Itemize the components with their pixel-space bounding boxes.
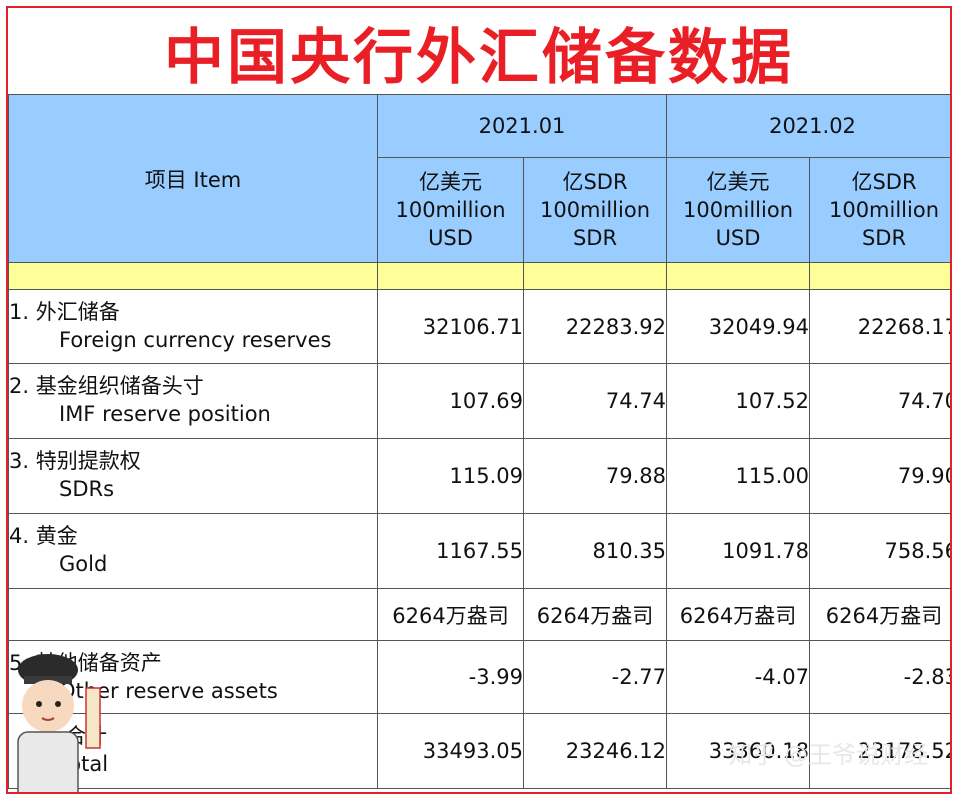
mascot-cartoon-icon (17, 654, 101, 792)
table-row: 4. 黄金 Gold 1167.55 810.35 1091.78 758.56 (8, 513, 950, 589)
unit-cn: 亿美元 (419, 170, 482, 194)
unit-cn: 亿美元 (706, 170, 770, 194)
value-cell: 33360.18 (666, 713, 810, 789)
row-label-zh: 1. 外汇储备 (9, 300, 120, 324)
value-cell: 22268.17 (809, 289, 950, 364)
value-cell: -2.83 (809, 640, 950, 714)
value-cell: 23246.12 (523, 713, 667, 789)
value-cell: -4.07 (666, 640, 810, 714)
spacer-row (8, 262, 950, 290)
unit-code: SDR (861, 226, 907, 250)
value-cell: 810.35 (523, 513, 667, 589)
row-label-zh: 2. 基金组织储备头寸 (9, 374, 204, 398)
unit-code: SDR (572, 226, 618, 250)
unit-scale: 100million (682, 198, 794, 222)
value-cell: 74.70 (809, 363, 950, 439)
spacer-cell (8, 262, 378, 290)
value-cell: 32106.71 (377, 289, 524, 364)
row-label-zh: 3. 特别提款权 (9, 449, 141, 473)
row-label-zh: 4. 黄金 (9, 524, 78, 548)
value-cell: 74.74 (523, 363, 667, 439)
gold-ounces-cell: 6264万盎司 (809, 588, 950, 641)
unit-scale: 100million (539, 198, 651, 222)
value-cell: 115.00 (666, 438, 810, 514)
row-label: 3. 特别提款权 SDRs (8, 438, 378, 514)
value-cell: 79.90 (809, 438, 950, 514)
row-label: 2. 基金组织储备头寸 IMF reserve position (8, 363, 378, 439)
row-label-en: IMF reserve position (59, 402, 271, 426)
unit-scale: 100million (828, 198, 940, 222)
unit-code: USD (715, 226, 761, 250)
value-cell: -3.99 (377, 640, 524, 714)
value-cell: 33493.05 (377, 713, 524, 789)
header-row-units: 亿美元 100million USD 亿SDR 100million SDR 亿美元 10… (9, 157, 950, 263)
row-label-en: Gold (59, 552, 108, 576)
page-title: 中国央行外汇储备数据 (164, 22, 794, 93)
row-label-en: SDRs (59, 477, 115, 501)
unit-cn: 亿SDR (851, 170, 917, 194)
value-cell: 107.69 (377, 363, 524, 439)
gold-ounces-cell: 6264万盎司 (523, 588, 667, 641)
report-frame: 中国央行外汇储备数据 项目 Item 2021.01 2021.02 亿美元 10… (6, 6, 952, 794)
value-cell: 32049.94 (666, 289, 810, 364)
unit-header: 亿美元 100million USD (666, 157, 810, 263)
gold-ounces-cell: 6264万盎司 (377, 588, 524, 641)
unit-header: 亿SDR 100million SDR (523, 157, 667, 263)
value-cell: -2.77 (523, 640, 667, 714)
value-cell: 23178.52 (809, 713, 950, 789)
value-cell: 79.88 (523, 438, 667, 514)
spacer-cell (523, 262, 667, 290)
value-cell: 758.56 (809, 513, 950, 589)
unit-code: USD (428, 226, 473, 250)
spacer-cell (809, 262, 950, 290)
table-row: 5. 其他储备资产 Other reserve assets -3.99 -2.7… (8, 640, 950, 714)
value-cell: 107.52 (666, 363, 810, 439)
spacer-cell (666, 262, 810, 290)
table-row: 1. 外汇储备 Foreign currency reserves 32106.7… (8, 289, 950, 364)
value-cell: 1091.78 (666, 513, 810, 589)
value-cell: 115.09 (377, 438, 524, 514)
period-header-1: 2021.01 (377, 94, 667, 158)
period-header-2: 2021.02 (666, 94, 950, 158)
reserves-table: 项目 Item 2021.01 2021.02 亿美元 100million USD… (8, 94, 950, 789)
row-label (8, 588, 378, 641)
row-label: 4. 黄金 Gold (8, 513, 378, 589)
table-row: 3. 特别提款权 SDRs 115.09 79.88 115.00 79.90 (8, 438, 950, 514)
value-cell: 1167.55 (377, 513, 524, 589)
table-row-total: 合计Total 33493.05 23246.12 33360.18 23178… (8, 713, 950, 789)
spacer-cell (377, 262, 524, 290)
unit-header: 亿美元 100million USD (377, 157, 524, 263)
row-label-en: Foreign currency reserves (59, 328, 332, 352)
row-label: 1. 外汇储备 Foreign currency reserves (8, 289, 378, 364)
unit-cn: 亿SDR (562, 170, 628, 194)
table-row: 2. 基金组织储备头寸 IMF reserve position 107.69 7… (8, 363, 950, 439)
value-cell: 22283.92 (523, 289, 667, 364)
header-row-periods: 项目 Item 2021.01 2021.02 (8, 94, 950, 263)
unit-scale: 100million (395, 198, 506, 222)
unit-header: 亿SDR 100million SDR (809, 157, 950, 263)
item-header: 项目 Item (8, 94, 378, 263)
gold-ounces-cell: 6264万盎司 (666, 588, 810, 641)
table-row-gold-ounces: 6264万盎司 6264万盎司 6264万盎司 6264万盎司 (8, 588, 950, 641)
